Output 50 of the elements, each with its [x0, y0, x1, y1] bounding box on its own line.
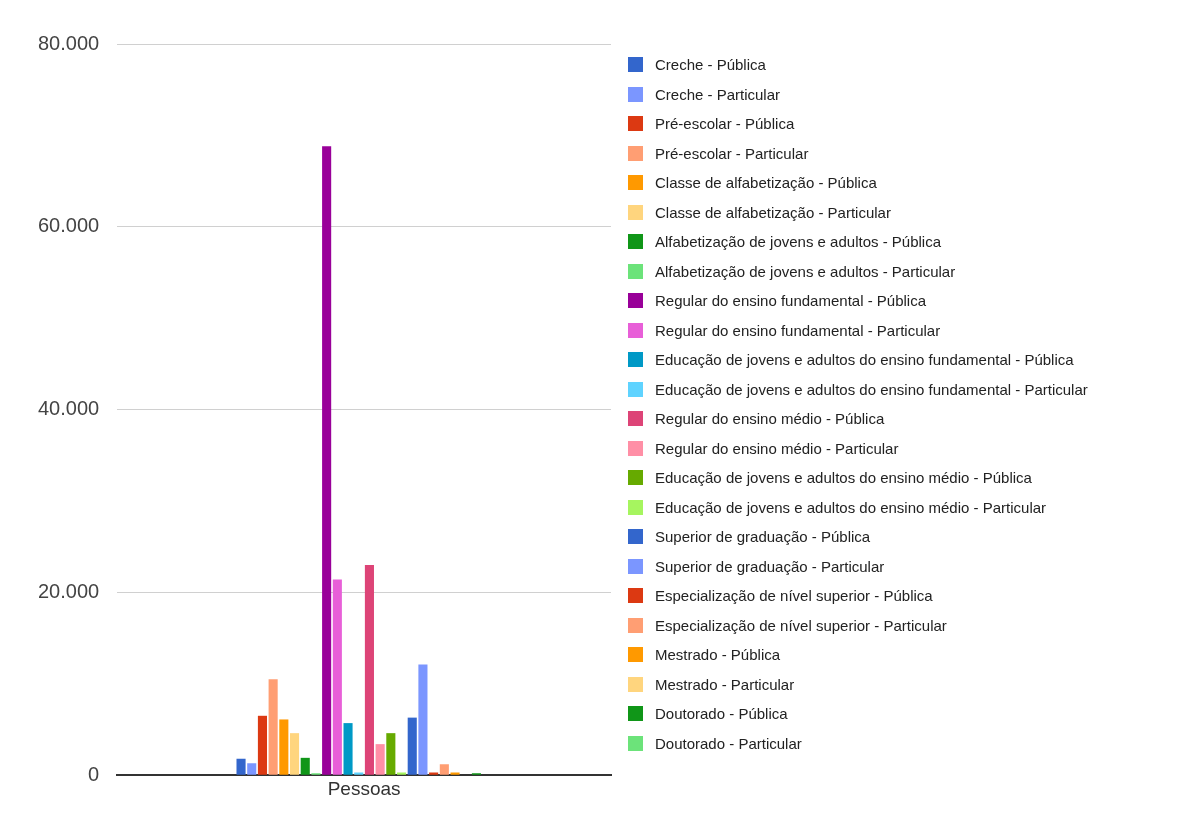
bar: [268, 679, 278, 775]
legend-label: Educação de jovens e adultos do ensino médio - Particular: [655, 498, 1047, 516]
bar: [236, 758, 246, 775]
bar: [375, 744, 385, 775]
legend-label: Pré-escolar - Particular: [655, 144, 809, 162]
legend-label: Doutorado - Pública: [655, 705, 788, 723]
bar: [407, 717, 417, 775]
bar: [429, 772, 439, 775]
legend-label: Alfabetização de jovens e adultos - Particular: [655, 262, 956, 280]
legend-label: Regular do ensino fundamental - Pública: [655, 292, 927, 310]
bar: [386, 733, 396, 775]
y-tick-label: 60.000: [38, 214, 100, 237]
y-tick-label: 20.000: [38, 579, 100, 602]
legend-label: Educação de jovens e adultos do ensino fundamental - Particular: [655, 380, 1088, 398]
legend-label: Regular do ensino médio - Pública: [655, 410, 885, 428]
bar: [322, 146, 332, 775]
bar: [257, 715, 267, 775]
legend-label: Classe de alfabetização - Pública: [655, 174, 877, 192]
legend-label: Especialização de nível superior - Particular: [655, 616, 947, 634]
legend-label: Especialização de nível superior - Pública: [655, 587, 933, 605]
bar: [279, 719, 289, 775]
bar: [450, 772, 460, 775]
legend-label: Alfabetização de jovens e adultos - Pública: [655, 233, 942, 251]
bar: [364, 564, 374, 775]
legend-label: Creche - Pública: [655, 56, 766, 74]
legend-label: Pré-escolar - Pública: [655, 115, 795, 133]
bar: [247, 763, 257, 775]
x-tick-label: Pessoas: [327, 777, 401, 799]
y-tick-label: 80.000: [38, 31, 100, 54]
bar: [354, 772, 364, 775]
bar: [343, 723, 353, 775]
legend-label: Mestrado - Particular: [655, 675, 795, 693]
y-tick-label: 40.000: [38, 397, 100, 420]
legend-label: Creche - Particular: [655, 85, 781, 103]
bar: [439, 764, 449, 775]
legend-label: Superior de graduação - Particular: [655, 557, 885, 575]
bar: [396, 772, 407, 775]
bar: [289, 733, 300, 775]
legend-label: Educação de jovens e adultos do ensino médio - Pública: [655, 469, 1032, 487]
legend-label: Regular do ensino fundamental - Particular: [655, 321, 941, 339]
bar: [300, 757, 310, 775]
legend-label: Mestrado - Pública: [655, 646, 781, 664]
bar: [418, 664, 428, 775]
legend-label: Superior de graduação - Pública: [655, 528, 871, 546]
legend-label: Classe de alfabetização - Particular: [655, 203, 891, 221]
bar: [332, 579, 342, 775]
y-tick-label: 0: [88, 762, 100, 785]
legend-label: Doutorado - Particular: [655, 734, 802, 752]
legend-label: Regular do ensino médio - Particular: [655, 439, 899, 457]
legend-label: Educação de jovens e adultos do ensino fundamental - Pública: [655, 351, 1074, 369]
